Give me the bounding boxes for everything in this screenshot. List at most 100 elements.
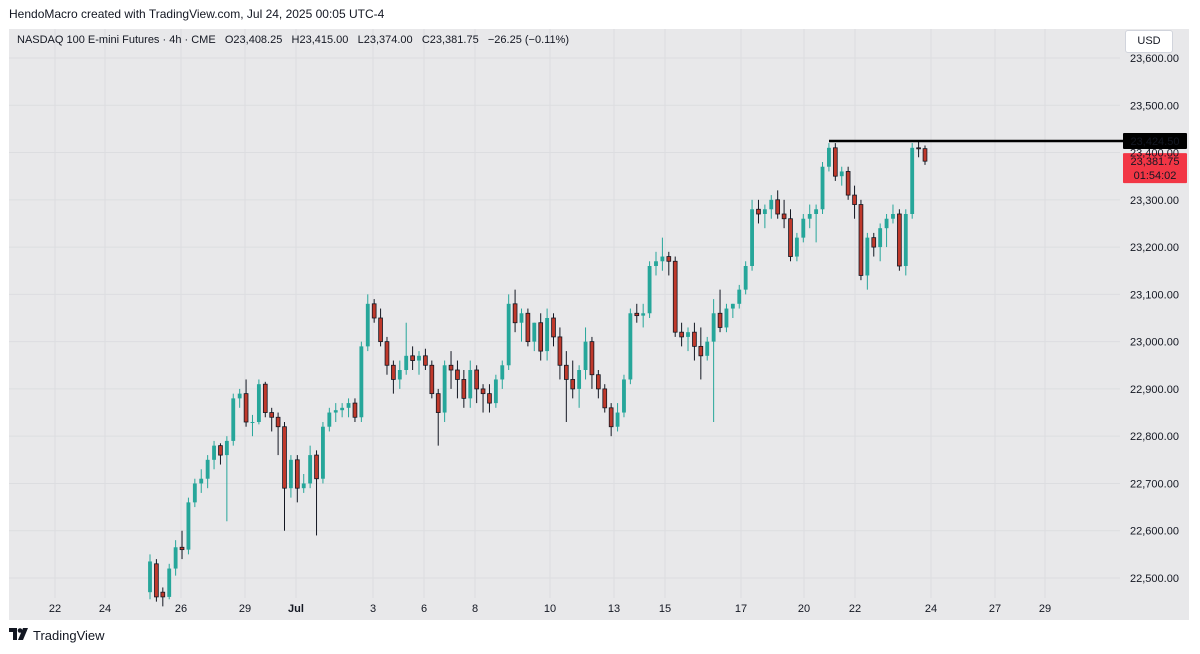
candle-body [243,393,249,423]
candle-body [672,260,678,333]
candle-body [167,568,172,597]
candle [730,303,735,318]
currency-button[interactable]: USD [1125,30,1173,53]
candle-body [493,379,498,404]
candle-body [525,312,531,343]
price-tick-label: 23,200.00 [1130,242,1179,254]
price-tick-label: 22,600.00 [1130,526,1179,538]
candle-body [256,384,261,422]
candle-body [807,214,812,219]
open-label: O [224,34,234,46]
candle [167,563,172,600]
candle-body [756,208,761,215]
candle [897,209,902,271]
candle-body [231,398,236,441]
candle-body [359,346,364,418]
candle [442,360,447,422]
candle-body [371,303,377,319]
price-tick-label: 23,500.00 [1130,100,1179,112]
candle-body [884,218,889,229]
candle-body [622,379,626,413]
candle [769,195,774,219]
candle [865,232,870,290]
price-tick-label: 22,500.00 [1130,573,1179,585]
candle-body [545,318,550,352]
candle [275,412,281,456]
candle-body [378,317,383,343]
candle [435,388,441,446]
time-tick-label: 17 [735,603,747,615]
candle [314,450,319,536]
candle [205,455,210,489]
candle [506,294,511,370]
time-tick-label: 26 [175,603,187,615]
candle [365,294,370,352]
candle-body [192,483,197,503]
candle-body [839,171,844,177]
candle-body [724,308,729,328]
candle [794,232,799,262]
candle-body [871,237,877,248]
candle-body [237,393,242,399]
resistance-price-label: 23,424.50 [1131,136,1180,148]
candle [551,313,556,347]
candle [525,308,531,347]
candle-body [608,407,614,428]
candle [557,327,563,380]
candle [602,384,608,413]
time-tick-label: 29 [239,603,251,615]
candle-series [148,140,928,607]
candle-body [666,256,672,262]
price-tick-label: 23,100.00 [1130,289,1179,301]
candle-body [224,440,229,456]
candle [634,303,640,323]
candle [756,199,761,224]
candle [679,322,684,347]
candle-body [448,364,454,371]
candle [666,251,672,276]
candle-body [686,332,690,337]
candle-body [654,261,658,266]
candle [698,327,704,380]
candle-body [769,199,774,210]
time-tick-label: 20 [798,603,810,615]
candle [717,289,723,333]
candle-body [737,289,742,304]
candle-body [583,341,588,370]
candle [237,388,242,408]
candle-body [321,426,325,479]
candle-body [365,303,370,347]
high-value: 23,415.00 [299,34,349,46]
candle [596,370,601,399]
candle [179,530,185,560]
candle-body [532,322,537,342]
candle [871,232,877,257]
candle-body [417,355,421,361]
candle [154,559,159,602]
candle [762,204,767,229]
footer-brand[interactable]: TradingView [9,628,105,643]
time-tick-label: 6 [421,603,427,615]
candle-body [679,331,684,338]
price-tick-label: 23,000.00 [1130,337,1179,349]
candle-body [308,455,313,484]
chart-panel[interactable] [9,29,1189,620]
candle [781,199,787,229]
candle [333,403,338,422]
candle [608,403,614,437]
candle [384,336,390,375]
candle-body [551,317,556,338]
price-tick-label: 23,300.00 [1130,195,1179,207]
candle-body [179,546,185,551]
candle [814,204,819,243]
time-tick-label: 27 [989,603,1001,615]
candle [148,554,152,600]
candle-body [346,403,351,408]
candle [705,336,710,361]
candle [641,303,646,328]
candle [397,360,402,389]
candle [622,374,626,418]
candle [916,140,921,158]
candle-body [602,388,608,409]
